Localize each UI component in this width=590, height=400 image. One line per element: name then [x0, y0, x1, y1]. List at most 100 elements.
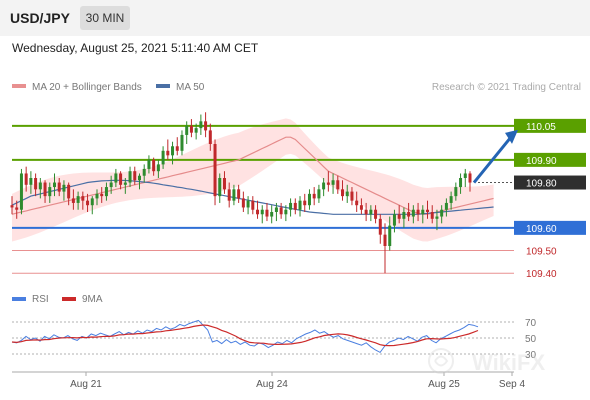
ma20-legend-label: MA 20 + Bollinger Bands: [32, 82, 142, 93]
candle-body: [152, 159, 156, 172]
candle-body: [222, 178, 226, 190]
candle-body: [336, 180, 340, 190]
candle-body: [449, 196, 453, 203]
candle-body: [199, 121, 203, 129]
candle-body: [137, 175, 141, 181]
candle-body: [19, 173, 23, 210]
candle-body: [444, 202, 448, 210]
candle-body: [29, 178, 33, 185]
candle-body: [194, 128, 198, 133]
candle-body: [416, 209, 420, 215]
x-tick-label: Aug 25: [428, 379, 460, 390]
level-box-109.60: [514, 220, 586, 235]
ma50-legend-swatch: [156, 84, 170, 88]
candle-body: [411, 209, 415, 217]
timeframe-badge[interactable]: 30 MIN: [80, 6, 130, 30]
candle-body: [142, 168, 146, 176]
level-label-110.05: 110.05: [526, 122, 556, 133]
rsi-ma-line: [11, 324, 479, 347]
rsi-ma-legend-label: 9MA: [82, 294, 103, 305]
level-label-109.90: 109.90: [526, 156, 557, 167]
candle-body: [76, 196, 80, 203]
candle-body: [43, 182, 47, 197]
candle-body: [459, 178, 463, 188]
candle-body: [81, 196, 85, 201]
candle-body: [378, 218, 382, 235]
candle-body: [369, 209, 373, 215]
candle-body: [298, 200, 302, 210]
candle-body: [208, 130, 212, 144]
candle-body: [397, 214, 401, 219]
candle-body: [265, 209, 269, 217]
candle-body: [355, 200, 359, 206]
candle-body: [388, 225, 392, 246]
candle-body: [38, 182, 42, 190]
candle-body: [440, 209, 444, 217]
x-axis: Aug 21 Aug 24 Aug 25 Sep 4: [12, 371, 526, 390]
credit-label: Research © 2021 Trading Central: [432, 82, 581, 93]
rsi-legend-label: RSI: [32, 294, 49, 305]
candle-body: [10, 205, 14, 208]
candle-body: [463, 173, 467, 178]
candle-body: [326, 182, 330, 185]
rsi-legend-swatch: [12, 297, 26, 301]
candle-body: [312, 193, 316, 199]
candle-body: [364, 209, 368, 215]
candle-body: [303, 200, 307, 206]
candle-body: [435, 216, 439, 219]
candle-body: [345, 191, 349, 197]
pivot-level-label: 109.80: [526, 179, 557, 190]
ma20-legend-swatch: [12, 84, 26, 88]
candle-body: [421, 209, 425, 215]
symbol-label: USD/JPY: [10, 10, 70, 26]
candle-body: [402, 212, 406, 219]
level-box-110.05: [514, 118, 586, 133]
candle-body: [331, 180, 335, 185]
candle-body: [359, 205, 363, 210]
candle-body: [123, 182, 127, 185]
candle-body: [86, 200, 90, 206]
candle-body: [317, 189, 321, 199]
level-label-109.50: 109.50: [526, 247, 557, 258]
candle-body: [392, 214, 396, 226]
candle-body: [109, 182, 113, 188]
candle-body: [454, 187, 458, 197]
candle-body: [307, 193, 311, 206]
x-tick-label: Aug 21: [70, 379, 102, 390]
candle-body: [57, 182, 61, 192]
candle-body: [15, 207, 19, 210]
candle-body: [147, 159, 151, 169]
header-bar: USD/JPY 30 MIN: [0, 0, 590, 36]
candle-body: [100, 193, 104, 197]
candle-body: [156, 164, 160, 172]
candle-body: [104, 187, 108, 197]
candle-body: [289, 202, 293, 210]
candle-body: [260, 209, 264, 215]
candle-body: [374, 209, 378, 219]
watermark-logo: WikiFX: [428, 348, 545, 375]
candle-body: [232, 189, 236, 201]
candle-body: [175, 146, 179, 151]
bollinger-band: [12, 118, 494, 242]
candle-body: [322, 182, 326, 190]
level-label-109.40: 109.40: [526, 269, 557, 280]
x-tick-label: Sep 4: [499, 379, 526, 390]
rsi-line: [11, 319, 479, 354]
pivot-level-box: [514, 175, 586, 190]
candle-body: [256, 209, 260, 215]
candle-body: [246, 200, 250, 208]
candle-body: [52, 182, 56, 188]
candle-body: [189, 125, 193, 133]
candle-body: [468, 173, 472, 183]
candle-body: [270, 212, 274, 217]
candle-body: [218, 178, 222, 197]
candle-body: [67, 184, 71, 199]
rsi-ma-legend-swatch: [62, 297, 76, 301]
candle-body: [119, 173, 123, 185]
candle-body: [279, 207, 283, 215]
candle-body: [407, 212, 411, 217]
candle-body: [161, 150, 165, 165]
x-tick-label: Aug 24: [256, 379, 288, 390]
candle-body: [426, 209, 430, 212]
